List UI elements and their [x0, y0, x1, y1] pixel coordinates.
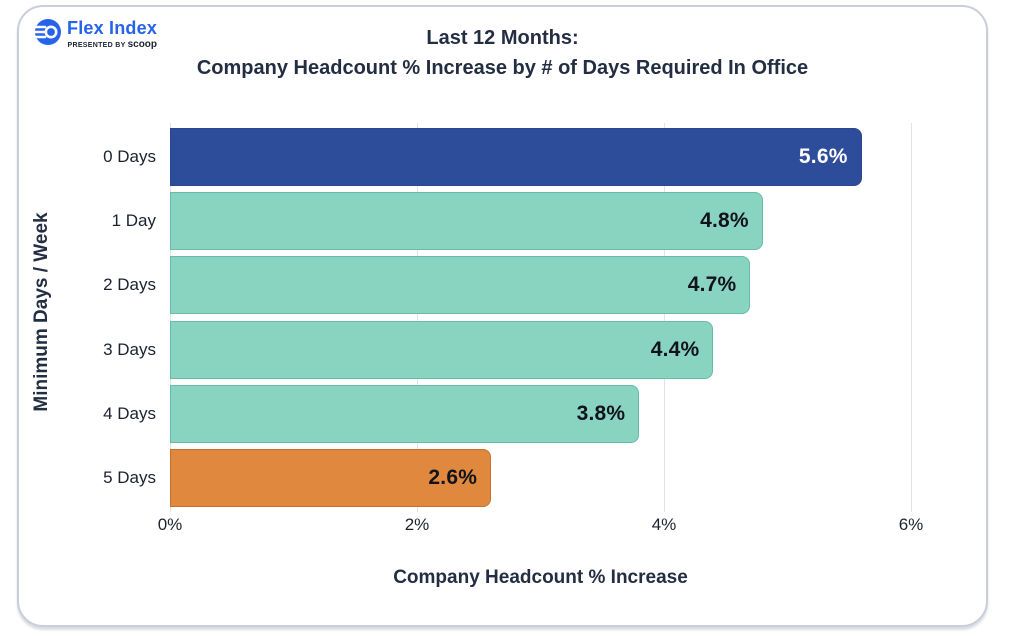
bar-row: 3 Days 4.4%	[103, 320, 911, 379]
chart-card: Flex Index PRESENTED BY scoop Last 12 Mo…	[17, 5, 988, 627]
category-label: 0 Days	[103, 147, 156, 167]
bar-row: 1 Day 4.8%	[112, 192, 911, 251]
category-label: 5 Days	[103, 467, 156, 487]
chart-title-line2: Company Headcount % Increase by # of Day…	[196, 57, 809, 79]
presenter-wordmark: scoop	[127, 39, 158, 50]
bar-value-label: 3.8%	[576, 401, 626, 425]
bar-value-label: 5.6%	[798, 145, 848, 169]
bar-row: 5 Days 2.6%	[103, 448, 911, 507]
bar: 4.8%	[170, 192, 763, 251]
logo-presented-by: PRESENTED BY scoop	[68, 39, 158, 50]
gridline	[664, 123, 665, 512]
category-label: 2 Days	[103, 275, 156, 295]
bar-value-label: 4.7%	[687, 273, 737, 297]
presented-by-text: PRESENTED BY	[67, 42, 126, 49]
category-label: 4 Days	[103, 403, 156, 423]
x-tick-label: 2%	[404, 515, 430, 534]
bar: 4.7%	[170, 256, 751, 315]
x-axis-ticks: 0% 2% 4% 6%	[158, 515, 924, 537]
chart-title: Last 12 Months: Company Headcount % Incr…	[19, 23, 986, 83]
gridline	[170, 123, 171, 512]
chart-title-line1: Last 12 Months:	[426, 27, 579, 49]
bar-value-label: 4.4%	[650, 337, 700, 361]
bar-value-label: 4.8%	[700, 209, 749, 233]
bar-row: 0 Days 5.6%	[103, 128, 911, 187]
bar-row: 4 Days 3.8%	[103, 384, 911, 443]
x-tick-label: 6%	[898, 515, 924, 534]
bar: 5.6%	[170, 128, 862, 187]
gridline	[417, 123, 418, 512]
x-axis-title: Company Headcount % Increase	[393, 567, 688, 588]
y-axis-title: Minimum Days / Week	[31, 212, 52, 412]
logo-brand-text: Flex Index	[67, 18, 158, 38]
flex-index-icon	[32, 19, 61, 45]
x-tick-label: 0%	[157, 515, 183, 534]
bar: 2.6%	[170, 448, 492, 507]
bar-value-label: 2.6%	[428, 465, 478, 489]
bar: 4.4%	[170, 320, 714, 379]
category-label: 1 Day	[111, 211, 156, 231]
category-label: 3 Days	[103, 339, 156, 359]
flex-index-logo: Flex Index PRESENTED BY scoop	[32, 18, 157, 50]
gridline	[911, 123, 912, 512]
x-tick-label: 4%	[651, 515, 677, 534]
bar-row: 2 Days 4.7%	[103, 256, 911, 315]
bar: 3.8%	[170, 384, 640, 443]
plot-area: 0 Days 5.6% 1 Day 4.8% 2 Days 4.7% 3 Days 4.4% 4…	[103, 123, 912, 512]
